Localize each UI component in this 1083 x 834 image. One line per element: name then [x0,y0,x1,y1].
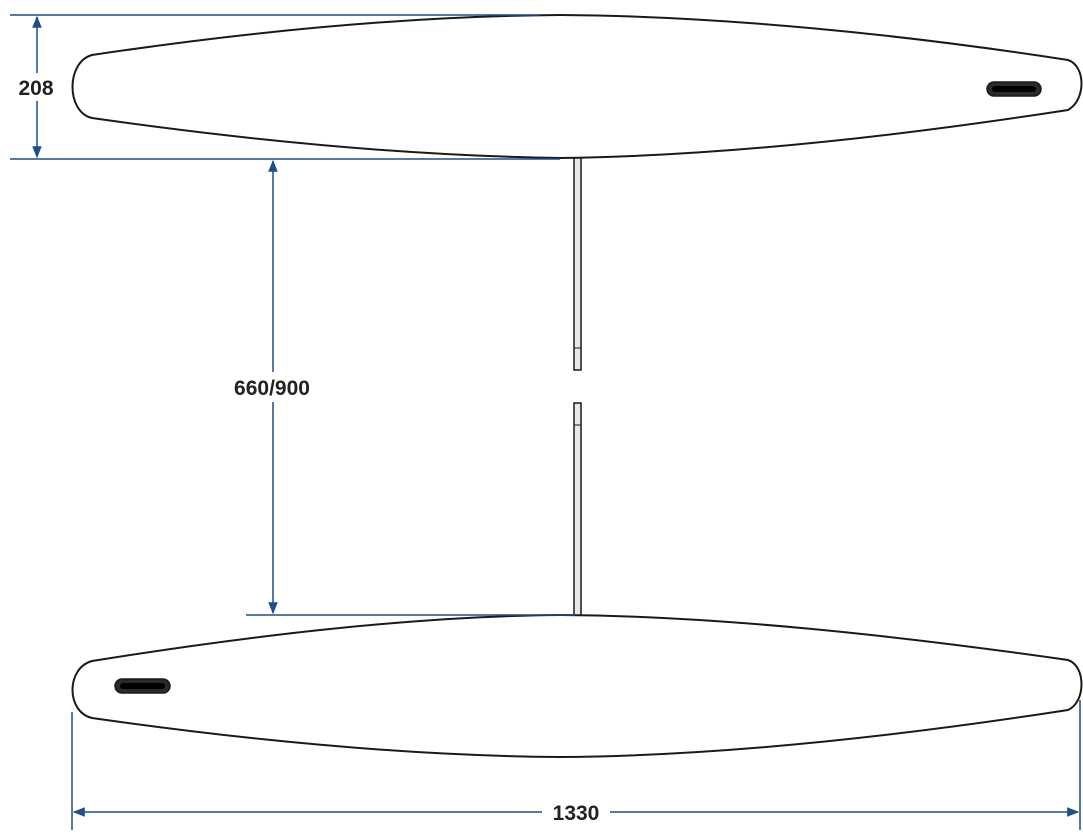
hull-height-label-bg [10,73,62,101]
bottom-hull [71,613,1083,759]
overall-length-label: 1330 [553,802,600,825]
strut-upper [573,157,582,371]
top-hull-handle-inner [992,86,1036,92]
overall-length-label-bg [542,798,610,826]
hull-height-label: 208 [18,77,53,100]
gap-label: 660/900 [234,377,310,400]
bottom-hull-handle-inner [120,683,165,689]
gap-label-bg [214,372,332,402]
top-hull [71,13,1083,160]
strut-lower [573,402,582,616]
